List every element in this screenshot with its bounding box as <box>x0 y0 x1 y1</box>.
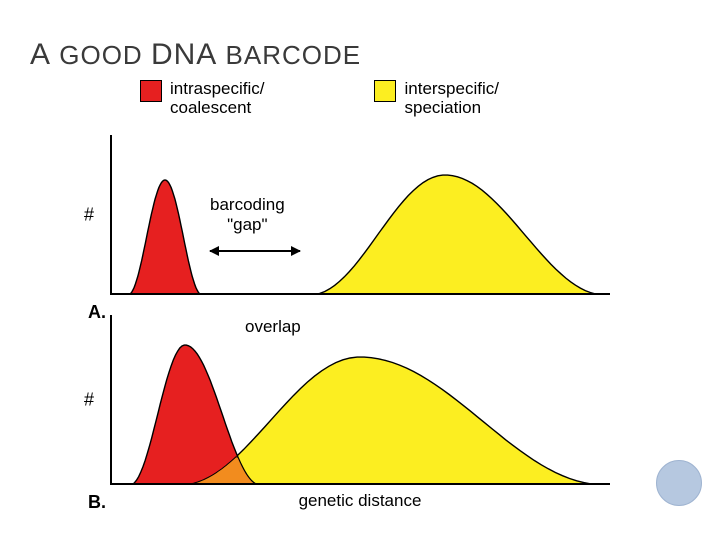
gap-label-line1: barcoding <box>210 195 285 215</box>
gap-label-line2: "gap" <box>210 215 285 235</box>
panel-a-y-axis <box>110 135 112 295</box>
panel-a-yellow-curve <box>310 175 605 295</box>
panel-a: # A. barcoding "gap" <box>110 135 610 295</box>
gap-label: barcoding "gap" <box>210 195 285 235</box>
title-part1: A <box>30 38 51 71</box>
panel-b-x-axis <box>110 483 610 485</box>
title-part4: BARCODE <box>226 40 362 70</box>
legend-inter-line2: speciation <box>404 99 498 118</box>
swatch-inter <box>374 80 396 102</box>
diagram-area: intraspecific/ coalescent interspecific/… <box>80 80 640 500</box>
swatch-intra <box>140 80 162 102</box>
panel-a-label: A. <box>88 302 106 323</box>
legend-intra-line2: coalescent <box>170 99 264 118</box>
panel-a-curves <box>110 135 610 295</box>
panel-a-y-label: # <box>84 205 94 226</box>
title-part3: DNA <box>151 38 217 71</box>
title-part2: GOOD <box>59 40 142 70</box>
panel-b-yellow-curve <box>180 357 605 485</box>
decor-circle-icon <box>656 460 702 506</box>
legend-intra-line1: intraspecific/ <box>170 80 264 99</box>
legend-intra-text: intraspecific/ coalescent <box>170 80 264 117</box>
legend-inter-line1: interspecific/ <box>404 80 498 99</box>
panel-b-y-axis <box>110 315 112 485</box>
page-title: A GOOD DNA BARCODE <box>30 38 361 72</box>
legend-intra: intraspecific/ coalescent <box>140 80 264 117</box>
x-axis-label: genetic distance <box>299 491 422 511</box>
panel-a-x-axis <box>110 293 610 295</box>
panel-b-label: B. <box>88 492 106 513</box>
gap-arrow-icon <box>210 250 300 252</box>
overlap-label: overlap <box>245 317 301 337</box>
panel-a-red-curve <box>128 180 202 295</box>
legend-inter-text: interspecific/ speciation <box>404 80 498 117</box>
legend: intraspecific/ coalescent interspecific/… <box>140 80 499 117</box>
panel-b: # B. overlap genetic distance <box>110 315 610 485</box>
panel-b-curves <box>110 315 610 485</box>
panel-b-y-label: # <box>84 390 94 411</box>
legend-inter: interspecific/ speciation <box>374 80 498 117</box>
